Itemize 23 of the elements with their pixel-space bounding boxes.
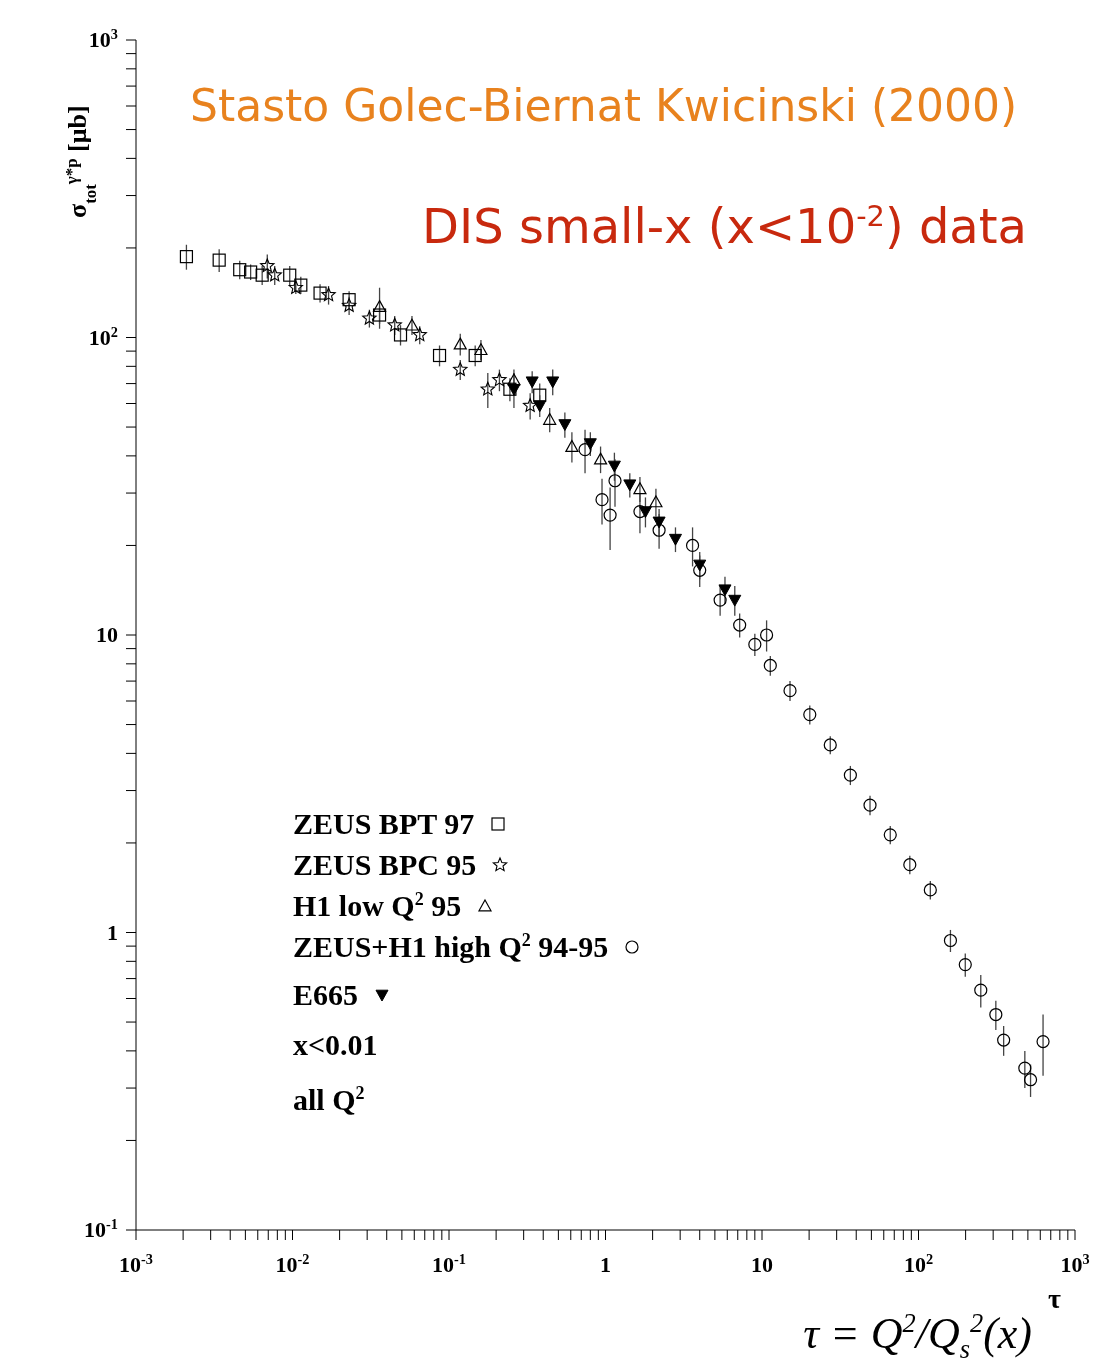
y-tick-label: 10$^{2}$ [88, 323, 118, 350]
y-tick-label: 10$^{3}$ [88, 26, 118, 52]
x-tick-label: 10$^{-2}$ [275, 1251, 310, 1277]
x-tick-label: 10 [751, 1252, 773, 1277]
x-tick-label: 10$^{2}$ [903, 1251, 934, 1277]
legend-label: H1 low Q$^{2}$ 95 [293, 888, 462, 922]
legend-label: ZEUS BPT 97 [293, 806, 475, 840]
text: DIS small-x (x<10$^{-2}$) data [422, 198, 1027, 254]
y-tick-label: 10 [96, 622, 118, 647]
x-tick-label: 10$^{3}$ [1060, 1251, 1090, 1277]
x-axis-title: τ [1048, 1283, 1061, 1314]
text: Stasto Golec-Biernat Kwicinski (2000) [190, 80, 1018, 131]
y-tick-label: 1 [107, 919, 118, 945]
text: τ = Q$^{2}$/Q$_{s}$$^{2}$(x) [803, 1308, 1032, 1364]
legend-label: ZEUS BPC 95 [293, 847, 477, 881]
annotation: all Q$^{2}$ [293, 1083, 365, 1116]
annotation: x<0.01 [293, 1028, 378, 1061]
legend-label: ZEUS+H1 high Q$^{2}$ 94-95 [293, 929, 609, 963]
y-tick-label: 10$^{-1}$ [84, 1216, 118, 1242]
legend-label: E665 [293, 977, 359, 1011]
x-tick-label: 10$^{-3}$ [119, 1251, 153, 1277]
x-tick-label: 10$^{-1}$ [432, 1251, 466, 1277]
x-tick-label: 1 [600, 1252, 611, 1277]
